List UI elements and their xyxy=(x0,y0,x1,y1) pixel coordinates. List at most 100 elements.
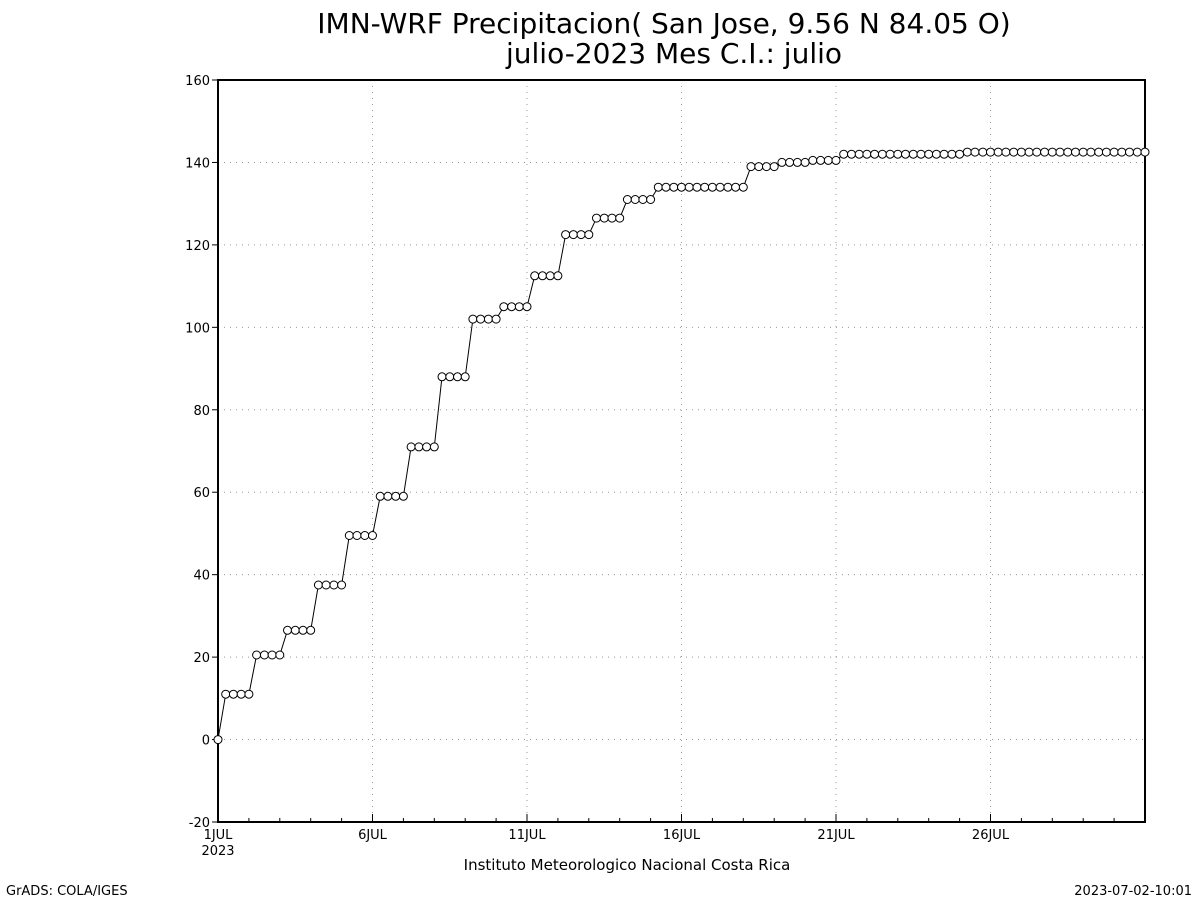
data-point xyxy=(1117,147,1127,157)
data-point xyxy=(592,213,601,223)
y-tick-label: 100 xyxy=(185,321,210,336)
data-point xyxy=(931,149,941,159)
data-point xyxy=(360,531,370,540)
data-point xyxy=(514,302,524,312)
x-tick-label: 26JUL xyxy=(972,828,1010,843)
data-point xyxy=(862,149,872,159)
data-point xyxy=(916,149,926,159)
data-point xyxy=(437,372,447,382)
data-point xyxy=(924,149,934,159)
data-point xyxy=(530,271,540,281)
data-point xyxy=(646,195,656,204)
data-point xyxy=(337,580,347,590)
data-point xyxy=(375,491,385,501)
data-point xyxy=(383,491,393,501)
series-line xyxy=(217,151,1145,740)
data-point xyxy=(893,149,903,159)
data-point xyxy=(1086,147,1096,157)
data-point xyxy=(1101,147,1111,157)
x-tick-label: 21JUL xyxy=(817,828,855,843)
data-point xyxy=(553,271,563,281)
data-point xyxy=(677,182,686,192)
data-point xyxy=(429,442,439,452)
data-point xyxy=(313,580,323,590)
data-point xyxy=(422,442,432,452)
data-point xyxy=(669,182,679,192)
y-tick-label: 140 xyxy=(185,156,210,171)
data-point xyxy=(499,302,509,312)
data-point xyxy=(267,650,277,660)
chart-subtitle: julio-2023 Mes C.I.: julio xyxy=(505,37,842,70)
data-point xyxy=(329,580,339,590)
data-point xyxy=(460,372,470,382)
data-point xyxy=(707,182,717,192)
data-point xyxy=(715,182,725,192)
data-point xyxy=(213,735,223,745)
data-point xyxy=(290,625,300,635)
data-point xyxy=(978,147,988,157)
data-point xyxy=(638,195,648,204)
data-point xyxy=(854,149,864,159)
data-point xyxy=(1040,147,1050,157)
data-point xyxy=(1132,147,1142,157)
data-point xyxy=(746,162,756,172)
data-point xyxy=(244,689,254,699)
data-point xyxy=(1078,147,1088,157)
data-point xyxy=(1094,147,1104,157)
data-point xyxy=(1009,147,1019,157)
chart-title: IMN-WRF Precipitacion( San Jose, 9.56 N … xyxy=(317,7,1010,40)
data-point xyxy=(584,230,594,240)
data-point xyxy=(885,149,895,159)
x-tick-label: 16JUL xyxy=(663,828,701,843)
data-point xyxy=(1032,147,1042,157)
data-point xyxy=(622,195,632,204)
data-point xyxy=(769,162,779,172)
data-point xyxy=(1071,147,1080,157)
data-point xyxy=(1024,147,1034,157)
data-point xyxy=(1109,147,1119,157)
data-point xyxy=(908,149,918,159)
data-point xyxy=(453,372,462,382)
data-point xyxy=(568,230,578,240)
y-tick-label: 20 xyxy=(193,651,210,666)
data-point xyxy=(731,182,741,192)
data-point xyxy=(615,213,625,223)
data-point xyxy=(630,195,640,204)
data-point xyxy=(692,182,702,192)
plot-frame xyxy=(217,79,1146,823)
data-point xyxy=(1140,147,1150,157)
data-point xyxy=(970,147,980,157)
data-point xyxy=(468,314,478,324)
x-tick-label: 6JUL xyxy=(358,828,388,843)
series-accumulated-precipitation xyxy=(213,147,1150,745)
data-point xyxy=(738,182,748,192)
data-point xyxy=(877,149,887,159)
data-point xyxy=(823,155,833,165)
data-point xyxy=(1055,147,1065,157)
data-point xyxy=(352,531,362,540)
data-point xyxy=(792,157,802,167)
data-point xyxy=(491,314,501,324)
y-tick-label: 60 xyxy=(193,486,210,501)
data-point xyxy=(344,531,354,540)
data-point xyxy=(283,625,292,635)
data-point xyxy=(955,149,965,159)
data-point xyxy=(816,155,826,165)
y-tick-label: 160 xyxy=(185,74,210,89)
y-tick-label: 120 xyxy=(185,239,210,254)
data-point xyxy=(406,442,416,452)
data-point xyxy=(538,271,547,281)
data-point xyxy=(993,147,1003,157)
y-tick-label: 80 xyxy=(193,404,210,419)
data-point xyxy=(939,149,949,159)
data-point xyxy=(476,314,486,324)
data-point xyxy=(298,625,308,635)
data-point xyxy=(831,155,841,165)
data-point xyxy=(599,213,609,223)
data-point xyxy=(962,147,972,157)
footer-timestamp: 2023-07-02-10:01 xyxy=(1074,884,1192,899)
data-point xyxy=(700,182,710,192)
data-point xyxy=(236,689,246,699)
